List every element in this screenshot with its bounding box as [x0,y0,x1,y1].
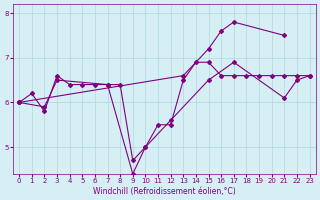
X-axis label: Windchill (Refroidissement éolien,°C): Windchill (Refroidissement éolien,°C) [93,187,236,196]
